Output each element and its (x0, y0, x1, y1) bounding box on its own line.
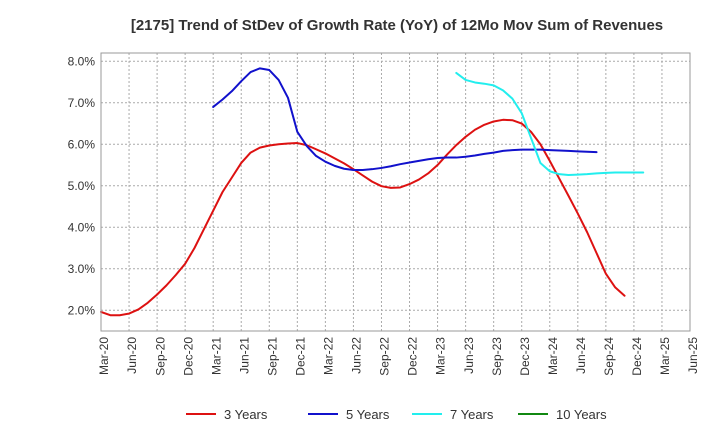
x-axis-ticks: Mar-20 Jun-20 Sep-20 Dec-20 Mar-21 Jun-21 Sep-… (97, 337, 700, 376)
x-tick-label: Mar-23 (434, 337, 448, 375)
legend: 3 Years 5 Years 7 Years 10 Years (186, 407, 607, 422)
x-tick-label: Dec-23 (518, 337, 532, 376)
y-tick-label: 3.0% (68, 262, 96, 276)
x-tick-label: Jun-21 (237, 337, 251, 374)
chart-title: [2175] Trend of StDev of Growth Rate (Yo… (131, 17, 663, 34)
x-tick-label: Jun-24 (574, 337, 588, 374)
x-tick-label: Dec-24 (630, 337, 644, 376)
x-tick-label: Sep-24 (602, 337, 616, 376)
y-tick-label: 2.0% (68, 303, 96, 317)
series-line-3-years (100, 118, 626, 317)
series-lines (100, 67, 645, 317)
x-tick-label: Mar-25 (658, 337, 672, 375)
x-tick-label: Mar-21 (209, 337, 223, 375)
x-tick-label: Sep-22 (378, 337, 392, 376)
x-tick-label: Sep-21 (265, 337, 279, 376)
legend-label: 5 Years (346, 407, 390, 422)
plot-frame (100, 52, 691, 332)
legend-label: 10 Years (556, 407, 607, 422)
x-tick-label: Dec-20 (181, 337, 195, 376)
x-tick-label: Dec-21 (294, 337, 308, 376)
x-tick-label: Jun-23 (462, 337, 476, 374)
y-tick-label: 4.0% (68, 220, 96, 234)
x-tick-label: Mar-24 (546, 337, 560, 375)
x-tick-label: Dec-22 (406, 337, 420, 376)
legend-label: 7 Years (450, 407, 494, 422)
y-tick-label: 8.0% (68, 54, 96, 68)
plot-area (100, 52, 691, 332)
y-tick-label: 6.0% (68, 137, 96, 151)
series-line-5-years (212, 67, 598, 172)
x-tick-label: Sep-20 (153, 337, 167, 376)
plot-background (101, 53, 690, 331)
x-tick-label: Jun-25 (686, 337, 700, 374)
series-line-7-years (455, 71, 645, 176)
x-tick-label: Mar-20 (97, 337, 111, 375)
legend-label: 3 Years (224, 407, 268, 422)
x-tick-label: Jun-20 (125, 337, 139, 374)
y-tick-label: 5.0% (68, 179, 96, 193)
y-tick-label: 7.0% (68, 96, 96, 110)
x-tick-label: Mar-22 (322, 337, 336, 375)
x-tick-label: Sep-23 (490, 337, 504, 376)
y-axis-ticks: 2.0% 3.0% 4.0% 5.0% 6.0% 7.0% 8.0% (68, 54, 96, 317)
x-tick-label: Jun-22 (350, 337, 364, 374)
